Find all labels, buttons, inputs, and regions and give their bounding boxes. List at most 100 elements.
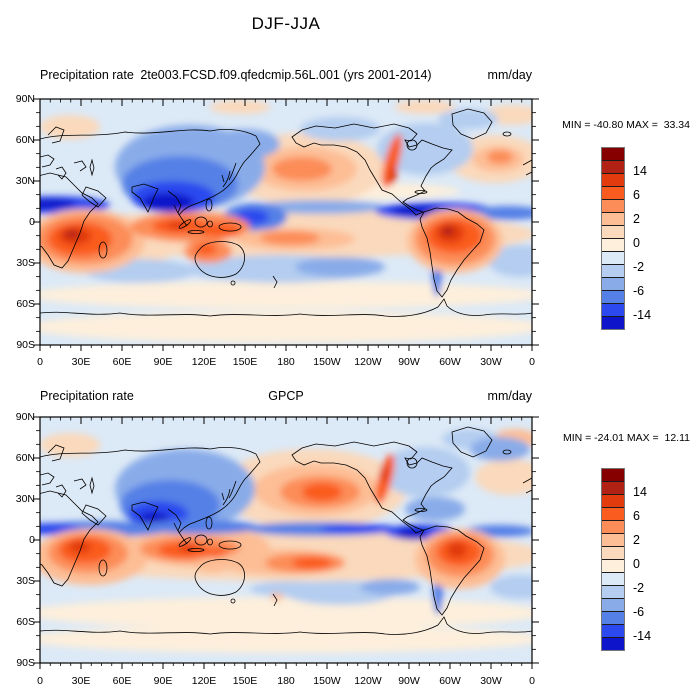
colorbar-box	[602, 199, 624, 212]
panel-gpcp-variable-label: Precipitation rate	[40, 389, 134, 403]
tick-marks	[33, 416, 539, 669]
colorbar-box	[602, 559, 624, 572]
panel-gpcp-header: GPCP Precipitation rate mm/day	[40, 389, 532, 405]
colorbar-box	[602, 611, 624, 624]
lon-tick-label: 150E	[232, 356, 258, 368]
colorbar-tick-label: 2	[633, 533, 640, 547]
colorbar-box	[602, 546, 624, 559]
colorbar-tick-label: 14	[633, 485, 647, 499]
lon-tick-label: 0	[529, 356, 535, 368]
lon-tick-label: 180	[277, 675, 295, 687]
lat-tick-label: 90S	[16, 339, 35, 351]
lon-tick-label: 150W	[313, 356, 341, 368]
colorbar-box	[602, 507, 624, 520]
lon-tick-label: 90W	[398, 675, 420, 687]
colorbar-box	[602, 469, 624, 481]
colorbar-box	[602, 303, 624, 316]
colorbar-tick-label: -14	[633, 308, 652, 322]
colorbar-box	[602, 637, 624, 650]
colorbar-box	[602, 160, 624, 173]
lon-tick-label: 0	[37, 356, 43, 368]
colorbar-box	[602, 148, 624, 160]
lat-tick-label: 60N	[15, 134, 35, 146]
lon-tick-label: 120W	[354, 356, 382, 368]
lat-tick-label: 0	[29, 216, 35, 228]
colorbar-tick-label: -2	[633, 260, 645, 274]
colorbar-tick-label: 0	[633, 557, 640, 571]
colorbar-box	[602, 277, 624, 290]
colorbar-box	[602, 585, 624, 598]
colorbar-box	[602, 212, 624, 225]
panel-gpcp-minmax-label: MIN = -24.01 MAX = 12.11	[562, 432, 690, 444]
lon-tick-label: 30W	[480, 356, 502, 368]
lon-tick-label: 120E	[191, 356, 217, 368]
lon-tick-label: 0	[529, 675, 535, 687]
colorbar-tick-label: 2	[633, 212, 640, 226]
panel-model-variable-label: Precipitation rate	[40, 68, 134, 82]
lat-tick-label: 30N	[15, 493, 35, 505]
lat-tick-label: 30S	[16, 257, 35, 269]
panel-model-header: 2te003.FCSD.f09.qfedcmip.56L.001 (yrs 20…	[40, 68, 532, 84]
lon-tick-label: 0	[37, 675, 43, 687]
contour-field	[40, 417, 532, 663]
lat-tick-label: 60S	[16, 616, 35, 628]
map-plot-model	[33, 98, 539, 351]
colorbar-box	[602, 316, 624, 329]
contour-field	[40, 99, 532, 345]
panel-model-colorbar	[601, 147, 625, 330]
lon-tick-label: 150W	[313, 675, 341, 687]
panel-gpcp-colorbar	[601, 468, 625, 651]
colorbar-tick-label: -6	[633, 605, 645, 619]
lon-tick-label: 60E	[112, 356, 132, 368]
colorbar-box	[602, 598, 624, 611]
colorbar-box	[602, 264, 624, 277]
figure-title: DJF-JJA	[251, 14, 321, 33]
colorbar-tick-label: -2	[633, 581, 645, 595]
lon-tick-label: 120E	[191, 675, 217, 687]
lat-tick-label: 60S	[16, 298, 35, 310]
panel-model-minmax-label: MIN = -40.80 MAX = 33.34	[562, 119, 690, 131]
colorbar-box	[602, 520, 624, 533]
colorbar-box	[602, 533, 624, 546]
colorbar-box	[602, 238, 624, 251]
colorbar-box	[602, 251, 624, 264]
panel-gpcp-units-label: mm/day	[487, 389, 532, 403]
lat-tick-label: 0	[29, 534, 35, 546]
colorbar-tick-label: -14	[633, 629, 652, 643]
lat-tick-label: 60N	[15, 452, 35, 464]
colorbar-tick-label: 0	[633, 236, 640, 250]
colorbar-box	[602, 173, 624, 186]
lon-tick-label: 60E	[112, 675, 132, 687]
lon-tick-label: 30E	[71, 675, 91, 687]
map-plot-gpcp	[33, 416, 539, 669]
lat-tick-label: 90N	[15, 93, 35, 105]
colorbar-box	[602, 290, 624, 303]
lat-tick-label: 90S	[16, 657, 35, 669]
panel-model-units-label: mm/day	[487, 68, 532, 82]
colorbar-tick-label: 14	[633, 164, 647, 178]
colorbar-tick-label: 6	[633, 509, 640, 523]
lon-tick-label: 30W	[480, 675, 502, 687]
lon-tick-label: 90W	[398, 356, 420, 368]
panel-model-case-title: 2te003.FCSD.f09.qfedcmip.56L.001 (yrs 20…	[140, 68, 432, 82]
lon-tick-label: 90E	[153, 675, 173, 687]
tick-marks	[33, 98, 539, 351]
colorbar-tick-label: 6	[633, 188, 640, 202]
lon-tick-label: 150E	[232, 675, 258, 687]
coastlines	[40, 108, 532, 317]
lat-tick-label: 90N	[15, 411, 35, 423]
coastlines	[40, 426, 532, 635]
lon-tick-label: 120W	[354, 675, 382, 687]
lon-tick-label: 90E	[153, 356, 173, 368]
lon-tick-label: 30E	[71, 356, 91, 368]
lon-tick-label: 60W	[439, 356, 461, 368]
lon-tick-label: 60W	[439, 675, 461, 687]
colorbar-box	[602, 481, 624, 494]
colorbar-tick-label: -6	[633, 284, 645, 298]
colorbar-box	[602, 624, 624, 637]
lon-tick-label: 180	[277, 356, 295, 368]
panel-gpcp-title: GPCP	[268, 389, 304, 403]
lat-tick-label: 30S	[16, 575, 35, 587]
colorbar-box	[602, 572, 624, 585]
